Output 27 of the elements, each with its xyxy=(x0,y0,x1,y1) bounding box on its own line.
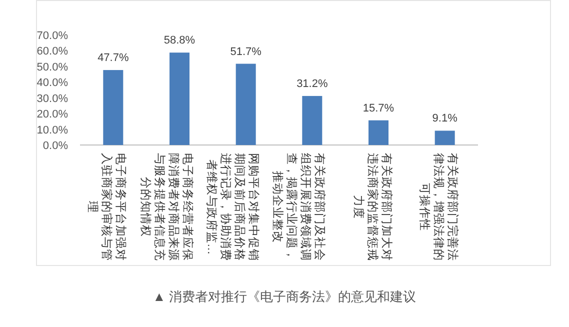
bar xyxy=(368,120,388,145)
y-tick-label: 10.0% xyxy=(36,124,68,136)
x-tick-label: 有关政府部门完善法律法规，增强法律的可操作性 xyxy=(416,152,459,263)
bar xyxy=(302,96,322,145)
y-tick-label: 0.0% xyxy=(42,140,68,152)
bar xyxy=(103,70,124,145)
x-tick-label: 电子商务平台加强对入驻商家的审核与管理 xyxy=(85,152,128,263)
bar xyxy=(434,130,455,145)
x-tick-label: 有关政府部门及社会组织开展消费领域调查，揭露行业问题，推动企业整改 xyxy=(270,152,326,263)
data-label: 58.8% xyxy=(164,34,196,47)
y-tick-label: 70.0% xyxy=(36,30,68,42)
y-tick-label: 20.0% xyxy=(36,108,68,121)
text: ▲ 消费者对推行《电子商务法》的意见和建议 xyxy=(152,288,418,306)
y-tick-label: 50.0% xyxy=(36,61,68,74)
bar xyxy=(236,64,256,145)
x-tick-label: 有关政府部门加大对违法商家的监督惩戒力度 xyxy=(350,152,392,263)
x-tick-label: 网购平台对集中促销期间及前后商品价格进行记录，协助消费者维权与政府监… xyxy=(204,152,260,263)
y-tick-label: 30.0% xyxy=(36,92,68,105)
y-tick-label: 60.0% xyxy=(36,46,68,58)
data-label: 9.1% xyxy=(432,112,458,125)
data-label: 31.2% xyxy=(296,78,328,90)
data-label: 15.7% xyxy=(362,102,394,114)
data-label: 47.7% xyxy=(98,52,129,64)
data-label: 51.7% xyxy=(230,46,262,58)
x-tick-label: 电子商务经营者应保障消费者对商品来源与服务提供者信息充分的知情权 xyxy=(138,152,194,263)
y-tick-label: 40.0% xyxy=(36,77,68,90)
bar xyxy=(170,52,190,145)
